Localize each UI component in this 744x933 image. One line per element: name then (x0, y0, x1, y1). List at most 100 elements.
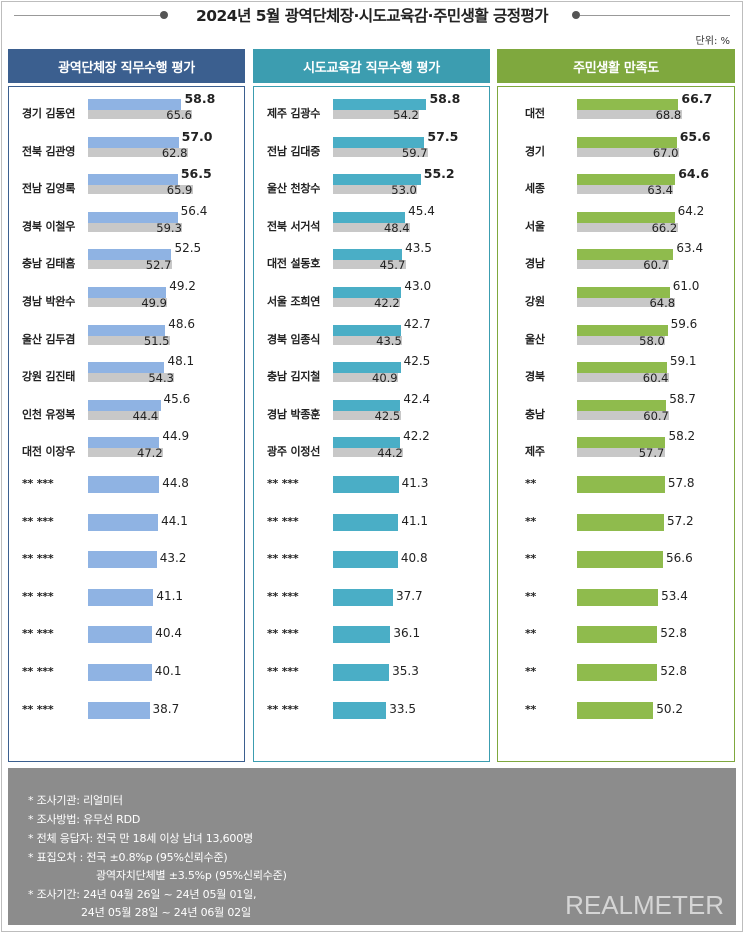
row-label: 제주 김광수 (267, 107, 321, 120)
current-value-label: 49.2 (169, 279, 196, 293)
previous-bar (577, 448, 665, 458)
previous-value-label: 54.2 (393, 108, 419, 122)
current-value-label: 63.4 (676, 241, 704, 256)
current-value-label: 43.5 (405, 241, 432, 256)
current-value-label: 65.6 (679, 128, 711, 144)
row-label: ** (525, 552, 537, 566)
current-bar (577, 701, 654, 719)
current-bar (577, 437, 666, 449)
current-bar (88, 362, 165, 374)
previous-bar (88, 147, 188, 157)
current-value-label: 38.7 (152, 701, 180, 716)
row-label: ** *** (22, 702, 54, 716)
current-bar (577, 513, 664, 531)
row-label: 경남 박완수 (22, 295, 76, 308)
row-label: ** (525, 589, 537, 603)
previous-bar (333, 147, 428, 157)
current-bar (88, 701, 150, 719)
current-bar (577, 664, 658, 681)
current-bar (333, 249, 403, 261)
row-label: 대전 (525, 107, 545, 120)
panel-2-title: 시도교육감 직무수행 평가 (253, 49, 490, 83)
current-bar (577, 99, 679, 110)
title-line-right (580, 15, 730, 16)
current-bar (577, 211, 675, 223)
panel-3-box (497, 86, 735, 762)
previous-value-label: 44.2 (377, 446, 403, 461)
current-value-label: 57.8 (667, 476, 695, 490)
title-dot-right (572, 11, 580, 19)
current-bar (88, 211, 178, 223)
row-label: 충남 (525, 407, 545, 421)
current-value-label: 41.1 (156, 588, 184, 603)
current-value-label: 35.3 (392, 664, 419, 678)
row-label: 인천 유정복 (22, 407, 76, 421)
previous-bar (333, 448, 404, 458)
previous-bar (88, 260, 172, 270)
current-value-label: 57.0 (181, 128, 213, 144)
row-label: 대전 설동호 (267, 257, 321, 271)
row-label: 전남 김영록 (22, 182, 76, 196)
previous-bar (577, 373, 669, 383)
unit-label: 단위: % (695, 36, 730, 47)
row-label: ** *** (22, 589, 54, 603)
methodology-footer: * 조사기관: 리얼미터 * 조사방법: 유무선 RDD * 전체 응답자: 전… (8, 768, 736, 925)
row-label: 경기 김동연 (22, 107, 76, 120)
current-value-label: 45.4 (408, 203, 435, 218)
previous-bar (88, 448, 164, 458)
row-label: 울산 김두겸 (22, 332, 76, 346)
note-error-regional: 광역자치단체별 ±3.5%p (95%신뢰수준) (96, 869, 287, 882)
previous-bar (333, 373, 399, 383)
row-label: 경남 박종훈 (267, 407, 321, 421)
previous-bar (577, 298, 676, 307)
current-value-label: 41.3 (401, 476, 429, 490)
previous-value-label: 60.7 (643, 258, 669, 273)
previous-value-label: 44.4 (132, 408, 159, 423)
row-label: ** *** (267, 552, 299, 566)
panel-3-title: 주민생활 만족도 (497, 49, 735, 83)
row-label: ** (525, 627, 537, 641)
previous-value-label: 60.4 (642, 371, 669, 386)
current-bar (88, 664, 152, 681)
current-bar (333, 513, 399, 531)
previous-bar (88, 298, 168, 307)
previous-bar (333, 185, 418, 195)
row-label: ** *** (22, 627, 54, 641)
previous-bar (333, 335, 403, 345)
current-bar (88, 551, 157, 569)
current-bar (333, 588, 393, 606)
current-bar (577, 324, 668, 336)
current-value-label: 58.7 (669, 391, 696, 406)
previous-value-label: 48.4 (383, 220, 410, 235)
current-bar (333, 551, 398, 569)
row-label: 광주 이정선 (267, 445, 321, 459)
current-value-label: 44.8 (162, 476, 189, 490)
current-bar (577, 476, 665, 493)
current-bar (577, 362, 667, 374)
current-bar (88, 476, 160, 493)
current-value-label: 48.1 (167, 354, 195, 369)
current-value-label: 56.6 (666, 551, 693, 566)
row-label: 경북 임종식 (267, 332, 321, 346)
row-label: ** *** (267, 702, 299, 716)
current-bar (333, 701, 387, 719)
current-value-label: 42.7 (403, 316, 431, 331)
current-value-label: 58.8 (184, 91, 216, 106)
previous-value-label: 52.7 (145, 258, 172, 273)
current-value-label: 40.1 (154, 664, 182, 678)
previous-value-label: 65.6 (166, 108, 192, 122)
row-label: ** *** (22, 552, 54, 566)
current-value-label: 57.2 (666, 513, 694, 528)
previous-value-label: 53.0 (391, 183, 417, 198)
previous-bar (88, 110, 193, 119)
row-label: 전북 김관영 (22, 144, 76, 158)
current-bar (88, 174, 178, 186)
row-label: ** *** (267, 589, 299, 603)
current-value-label: 58.2 (668, 429, 696, 444)
previous-bar (88, 373, 175, 383)
previous-bar (577, 222, 678, 232)
current-bar (577, 399, 667, 411)
current-value-label: 45.6 (163, 391, 191, 406)
previous-value-label: 58.0 (639, 333, 665, 348)
